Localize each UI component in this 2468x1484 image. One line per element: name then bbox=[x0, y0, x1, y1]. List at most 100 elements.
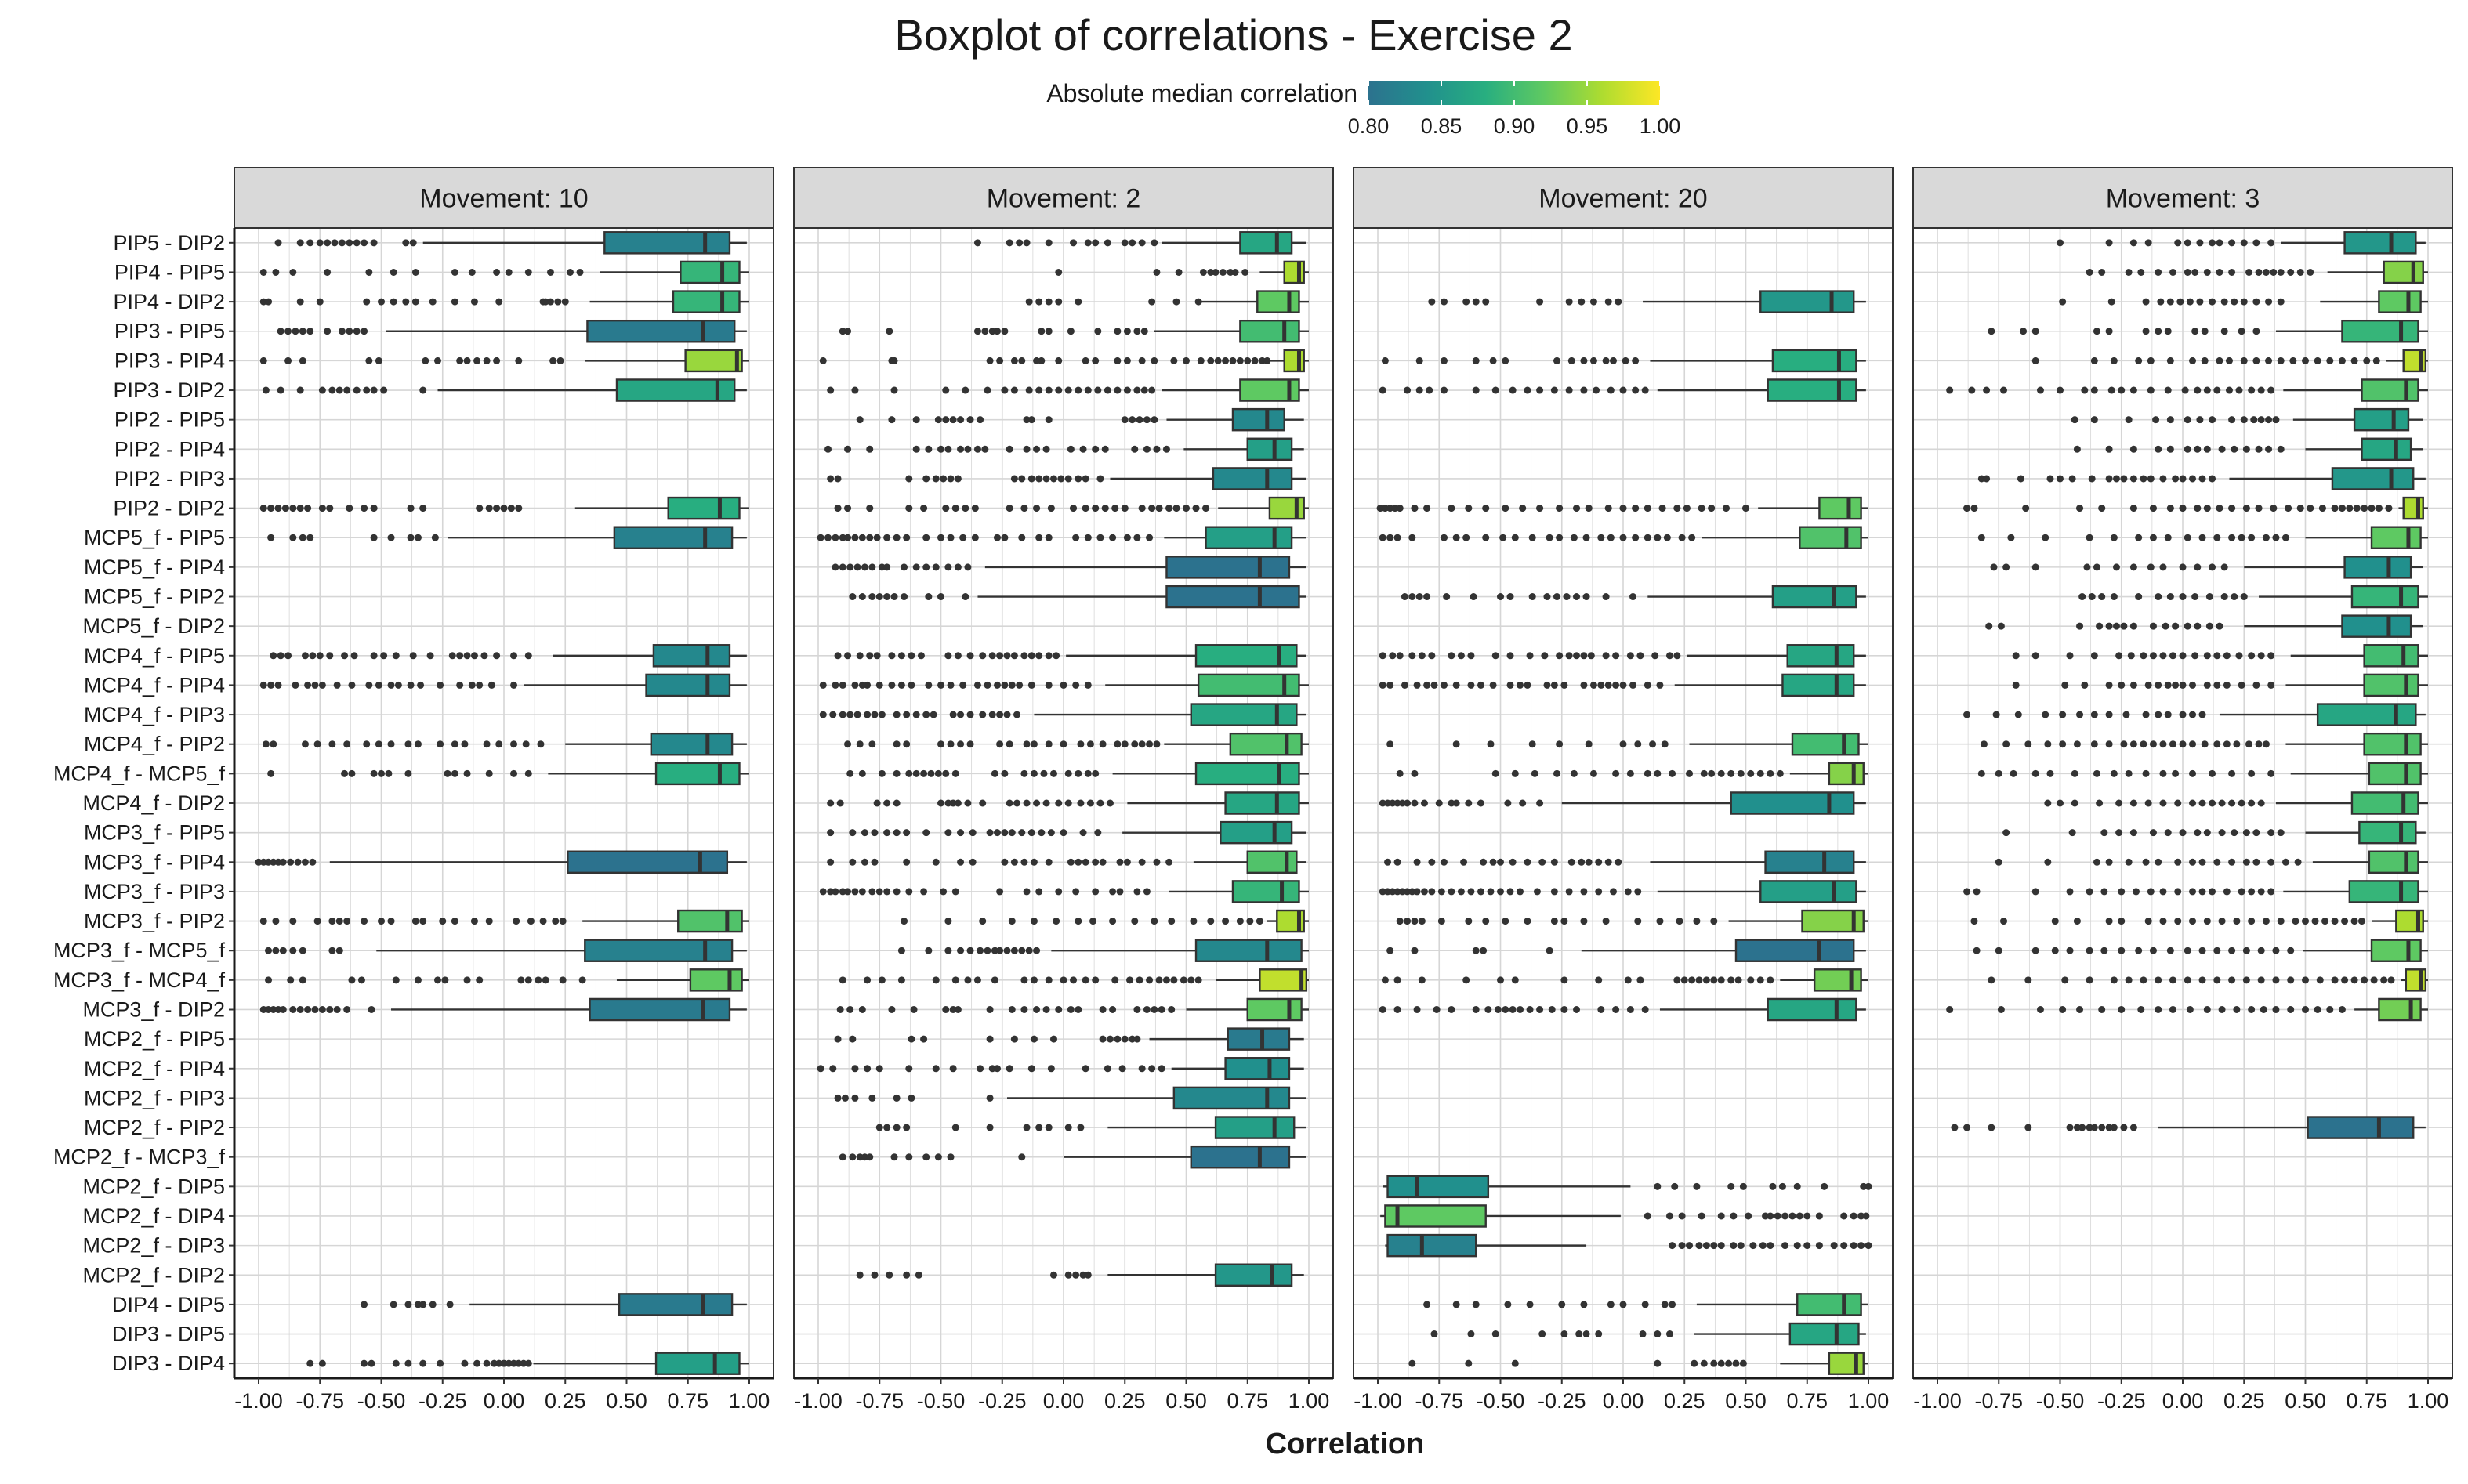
outlier-point bbox=[2191, 652, 2199, 660]
outlier-point bbox=[1865, 1242, 1872, 1250]
outlier-point bbox=[851, 534, 859, 541]
outlier-point bbox=[1489, 681, 1497, 689]
outlier-point bbox=[1467, 681, 1475, 689]
outlier-point bbox=[1632, 505, 1640, 512]
outlier-point bbox=[893, 534, 901, 541]
outlier-point bbox=[1384, 888, 1392, 896]
outlier-point bbox=[311, 1005, 319, 1013]
outlier-point bbox=[1404, 799, 1412, 807]
outlier-point bbox=[1192, 505, 1200, 512]
outlier-point bbox=[849, 593, 857, 601]
y-tick-label: MCP4_f - MCP5_f bbox=[53, 762, 226, 785]
outlier-point bbox=[1075, 386, 1082, 394]
outlier-point bbox=[1111, 505, 1119, 512]
outlier-point bbox=[2164, 534, 2172, 541]
outlier-point bbox=[917, 652, 925, 660]
outlier-point bbox=[1006, 1065, 1013, 1073]
outlier-point bbox=[1008, 1005, 1016, 1013]
outlier-point bbox=[1710, 918, 1718, 925]
outlier-point bbox=[2073, 918, 2081, 925]
outlier-point bbox=[2248, 534, 2256, 541]
outlier-point bbox=[871, 1271, 879, 1279]
boxplot-item bbox=[834, 1086, 1306, 1110]
outlier-point bbox=[1472, 357, 1480, 364]
outlier-point bbox=[2169, 740, 2176, 748]
boxplot-item bbox=[1379, 378, 1866, 402]
box bbox=[2331, 467, 2415, 490]
outlier-point bbox=[2201, 357, 2209, 364]
outlier-point bbox=[1435, 799, 1443, 807]
outlier-point bbox=[1693, 1182, 1701, 1190]
box bbox=[1172, 1086, 1291, 1110]
x-tick-label: -1.00 bbox=[1354, 1389, 1402, 1413]
outlier-point bbox=[844, 740, 852, 748]
outlier-point bbox=[1077, 799, 1085, 807]
outlier-point bbox=[1121, 416, 1129, 424]
box bbox=[1165, 556, 1291, 579]
x-tick-label: 0.50 bbox=[1725, 1389, 1767, 1413]
outlier-point bbox=[973, 976, 981, 984]
box bbox=[567, 850, 729, 874]
outlier-point bbox=[361, 918, 368, 925]
box bbox=[1799, 526, 1862, 549]
outlier-point bbox=[925, 445, 933, 453]
outlier-point bbox=[2203, 445, 2211, 453]
outlier-point bbox=[1803, 1212, 1811, 1220]
outlier-point bbox=[1654, 534, 1662, 541]
box bbox=[2363, 673, 2419, 697]
outlier-point bbox=[1146, 976, 1154, 984]
outlier-point bbox=[1027, 475, 1035, 483]
outlier-point bbox=[1035, 652, 1043, 660]
outlier-point bbox=[2209, 475, 2216, 483]
outlier-point bbox=[1710, 1359, 1718, 1367]
outlier-point bbox=[1180, 976, 1187, 984]
outlier-point bbox=[272, 918, 280, 925]
outlier-point bbox=[404, 769, 412, 777]
outlier-point bbox=[1393, 888, 1401, 896]
box bbox=[1239, 319, 1300, 343]
outlier-point bbox=[954, 799, 962, 807]
boxplot-item bbox=[2012, 644, 2428, 668]
outlier-point bbox=[1020, 976, 1028, 984]
x-tick-label: -0.25 bbox=[419, 1389, 467, 1413]
outlier-point bbox=[2223, 681, 2231, 689]
outlier-point bbox=[2118, 888, 2126, 896]
outlier-point bbox=[2191, 268, 2199, 276]
outlier-point bbox=[1038, 328, 1046, 335]
outlier-point bbox=[1977, 475, 1985, 483]
outlier-point bbox=[2169, 976, 2176, 984]
outlier-point bbox=[1742, 505, 1749, 512]
outlier-point bbox=[1669, 769, 1676, 777]
box bbox=[2358, 820, 2417, 845]
outlier-point bbox=[259, 1005, 267, 1013]
outlier-point bbox=[1595, 1330, 1603, 1338]
x-tick-label: -0.25 bbox=[2097, 1389, 2146, 1413]
outlier-point bbox=[2090, 652, 2098, 660]
outlier-point bbox=[1448, 505, 1455, 512]
outlier-point bbox=[272, 947, 280, 954]
outlier-point bbox=[1862, 1212, 1870, 1220]
outlier-point bbox=[819, 711, 827, 718]
outlier-point bbox=[2149, 652, 2157, 660]
outlier-point bbox=[1013, 711, 1021, 718]
outlier-point bbox=[1033, 799, 1041, 807]
outlier-point bbox=[353, 386, 361, 394]
box bbox=[1771, 585, 1857, 609]
outlier-point bbox=[2142, 769, 2150, 777]
outlier-point bbox=[2294, 858, 2302, 866]
outlier-point bbox=[942, 505, 950, 512]
outlier-point bbox=[2155, 268, 2162, 276]
outlier-point bbox=[1079, 1271, 1087, 1279]
outlier-point bbox=[2144, 918, 2152, 925]
outlier-point bbox=[2179, 593, 2187, 601]
outlier-point bbox=[2233, 740, 2241, 748]
outlier-point bbox=[1970, 505, 1978, 512]
outlier-point bbox=[819, 888, 827, 896]
outlier-point bbox=[1055, 268, 1063, 276]
box bbox=[650, 732, 734, 756]
outlier-point bbox=[856, 1271, 864, 1279]
outlier-point bbox=[1229, 357, 1237, 364]
x-tick-label: 0.00 bbox=[1603, 1389, 1644, 1413]
x-tick-label: -0.75 bbox=[1415, 1389, 1463, 1413]
